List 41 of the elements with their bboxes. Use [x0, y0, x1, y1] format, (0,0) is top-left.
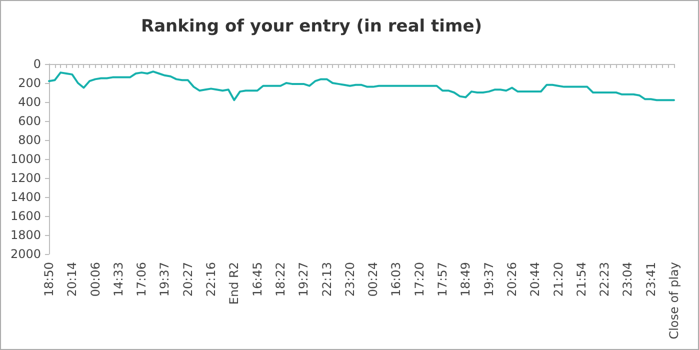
x-tick-label: 21:54 — [574, 262, 588, 297]
x-tick-label: 18:22 — [273, 262, 288, 297]
x-tick-label: 22:13 — [320, 262, 334, 297]
y-tick-label: 1000 — [10, 152, 41, 166]
x-tick-label: 20:44 — [528, 262, 542, 297]
x-tick-label: 19:27 — [296, 262, 311, 297]
x-tick-label: 18:50 — [42, 262, 56, 297]
y-tick-label: 400 — [18, 95, 41, 109]
x-tick-label: 19:37 — [158, 262, 172, 297]
x-tick-label: 17:20 — [412, 262, 426, 297]
y-tick-label: 1400 — [10, 190, 41, 204]
x-tick-label: 18:49 — [458, 262, 473, 297]
x-tick-label: 17:06 — [134, 262, 149, 297]
x-tick-label: 20:14 — [65, 262, 80, 297]
y-tick-label: 1800 — [10, 228, 41, 242]
chart-title: Ranking of your entry (in real time) — [141, 16, 482, 36]
x-tick-label: 23:20 — [342, 262, 357, 297]
x-tick-label: 20:27 — [180, 262, 195, 297]
y-tick-label: 1600 — [10, 209, 41, 223]
y-tick-label: 1200 — [10, 171, 41, 185]
x-tick-label: 14:33 — [111, 262, 126, 297]
x-tick-label: 23:41 — [644, 262, 658, 297]
x-tick-label: 00:24 — [366, 262, 380, 297]
x-tick-label: 16:03 — [389, 262, 404, 297]
x-tick-label: Close of play — [667, 262, 681, 340]
y-tick-label: 800 — [18, 133, 41, 147]
y-tick-label: 600 — [18, 114, 41, 128]
x-tick-label: 19:37 — [482, 262, 496, 297]
y-tick-label: 0 — [33, 57, 41, 71]
x-tick-label: 00:06 — [88, 262, 102, 297]
y-tick-label: 200 — [18, 76, 41, 90]
x-tick-label: 16:45 — [250, 262, 264, 297]
x-tick-label: 17:57 — [436, 262, 450, 297]
x-tick-label: End R2 — [227, 262, 242, 305]
x-tick-label: 23:04 — [620, 262, 635, 297]
x-tick-label: 22:23 — [598, 262, 612, 297]
y-tick-label: 2000 — [10, 247, 41, 261]
x-tick-label: 20:26 — [504, 262, 519, 297]
line-series — [48, 70, 675, 102]
x-tick-label: 22:16 — [204, 262, 218, 297]
x-tick-label: 21:20 — [551, 262, 566, 297]
